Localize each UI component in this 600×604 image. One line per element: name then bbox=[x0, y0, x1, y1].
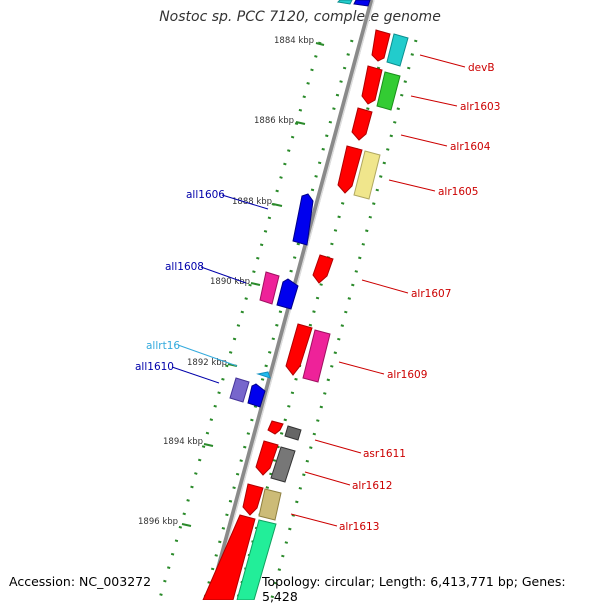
leader-devB bbox=[419, 54, 466, 68]
gene-arrow-asr1611[interactable] bbox=[267, 420, 284, 435]
tick-label-1896: 1896 kbp bbox=[138, 517, 178, 527]
gene-arrow-alr1605[interactable] bbox=[337, 145, 363, 194]
tick-label-1886: 1886 kbp bbox=[254, 116, 294, 126]
gene-arrow-devB-partner[interactable] bbox=[386, 33, 409, 67]
gene-arrow-top-cyan[interactable] bbox=[336, 0, 353, 5]
tick-label-1894: 1894 kbp bbox=[163, 437, 203, 447]
gene-arrow-alr1613-partner[interactable] bbox=[258, 488, 282, 521]
tick-mark-1894 bbox=[203, 443, 214, 447]
leader-alr1607 bbox=[361, 279, 409, 294]
leader-asr1611 bbox=[314, 439, 362, 454]
tick-label-1884: 1884 kbp bbox=[274, 36, 314, 46]
leader-all1606 bbox=[221, 194, 269, 210]
label-alr1603[interactable]: alr1603 bbox=[460, 101, 500, 113]
leader-all1608 bbox=[200, 266, 247, 284]
forward-genes bbox=[202, 29, 409, 600]
label-alr1604[interactable]: alr1604 bbox=[450, 141, 491, 153]
gene-arrow-asr1611-partner[interactable] bbox=[284, 425, 302, 441]
label-all1606[interactable]: all1606 bbox=[186, 189, 225, 201]
leader-alr1603 bbox=[410, 95, 458, 107]
gene-arrow-all1610-partner[interactable] bbox=[229, 377, 250, 403]
label-alr1609[interactable]: alr1609 bbox=[387, 369, 427, 381]
gene-arrow-all1608-partner[interactable] bbox=[259, 271, 280, 305]
gene-arrow-all1610[interactable] bbox=[247, 383, 266, 408]
tick-mark-1890 bbox=[250, 282, 261, 286]
leader-alr1605 bbox=[388, 179, 436, 192]
reverse-genes bbox=[229, 0, 371, 408]
tick-label-1890: 1890 kbp bbox=[210, 277, 250, 287]
label-allrt16[interactable]: allrt16 bbox=[146, 340, 180, 352]
accession-text: Accession: NC_003272 bbox=[9, 574, 152, 589]
tick-mark-1884 bbox=[315, 42, 325, 46]
gene-arrow-alr1603-partner[interactable] bbox=[376, 71, 401, 111]
label-asr1611[interactable]: asr1611 bbox=[363, 448, 406, 460]
gene-arrow-alr1603[interactable] bbox=[361, 65, 383, 105]
gene-arrow-devB[interactable] bbox=[371, 29, 391, 62]
leader-lines bbox=[171, 54, 466, 527]
gene-arrow-all1608[interactable] bbox=[276, 278, 299, 310]
gene-arrow-alr1609-partner[interactable] bbox=[302, 329, 331, 383]
gene-arrow-long-green[interactable] bbox=[236, 519, 277, 600]
gene-arrow-alr1604[interactable] bbox=[351, 107, 373, 141]
tick-label-1888: 1888 kbp bbox=[232, 197, 272, 207]
leader-allrt16 bbox=[177, 344, 238, 367]
gene-arrow-alr1612[interactable] bbox=[255, 440, 279, 476]
label-alr1605[interactable]: alr1605 bbox=[438, 186, 478, 198]
gene-arrow-alr1613[interactable] bbox=[242, 483, 264, 516]
tick-mark-1886 bbox=[295, 121, 306, 125]
gene-arrow-top-blue[interactable] bbox=[353, 0, 371, 7]
leader-alr1613 bbox=[290, 513, 338, 527]
leader-all1610 bbox=[171, 366, 220, 384]
label-alr1613[interactable]: alr1613 bbox=[339, 521, 379, 533]
gene-arrow-alr1607[interactable] bbox=[312, 254, 334, 284]
tick-mark-1896 bbox=[181, 523, 192, 527]
leader-alr1612 bbox=[304, 471, 351, 486]
label-all1608[interactable]: all1608 bbox=[165, 261, 204, 273]
scale-ticks: 1884 kbp 1886 kbp 1888 kbp 1890 kbp 1892… bbox=[138, 36, 325, 527]
label-alr1607[interactable]: alr1607 bbox=[411, 288, 451, 300]
label-alr1612[interactable]: alr1612 bbox=[352, 480, 392, 492]
gene-arrow-alr1605-partner[interactable] bbox=[353, 150, 381, 200]
gene-arrow-allrt16[interactable] bbox=[256, 371, 271, 379]
tick-mark-1888 bbox=[272, 203, 283, 207]
gene-labels: devB alr1603 alr1604 alr1605 alr1607 alr… bbox=[135, 62, 500, 533]
gene-arrow-long-red[interactable] bbox=[202, 514, 256, 600]
tick-label-1892: 1892 kbp bbox=[187, 358, 227, 368]
leader-alr1609 bbox=[338, 361, 385, 375]
label-all1610[interactable]: all1610 bbox=[135, 361, 174, 373]
label-devB[interactable]: devB bbox=[468, 62, 495, 74]
leader-alr1604 bbox=[400, 134, 448, 147]
gene-arrow-all1606[interactable] bbox=[292, 193, 314, 246]
gene-arrow-alr1609[interactable] bbox=[285, 323, 313, 376]
gene-arrow-alr1612-partner[interactable] bbox=[270, 446, 296, 483]
